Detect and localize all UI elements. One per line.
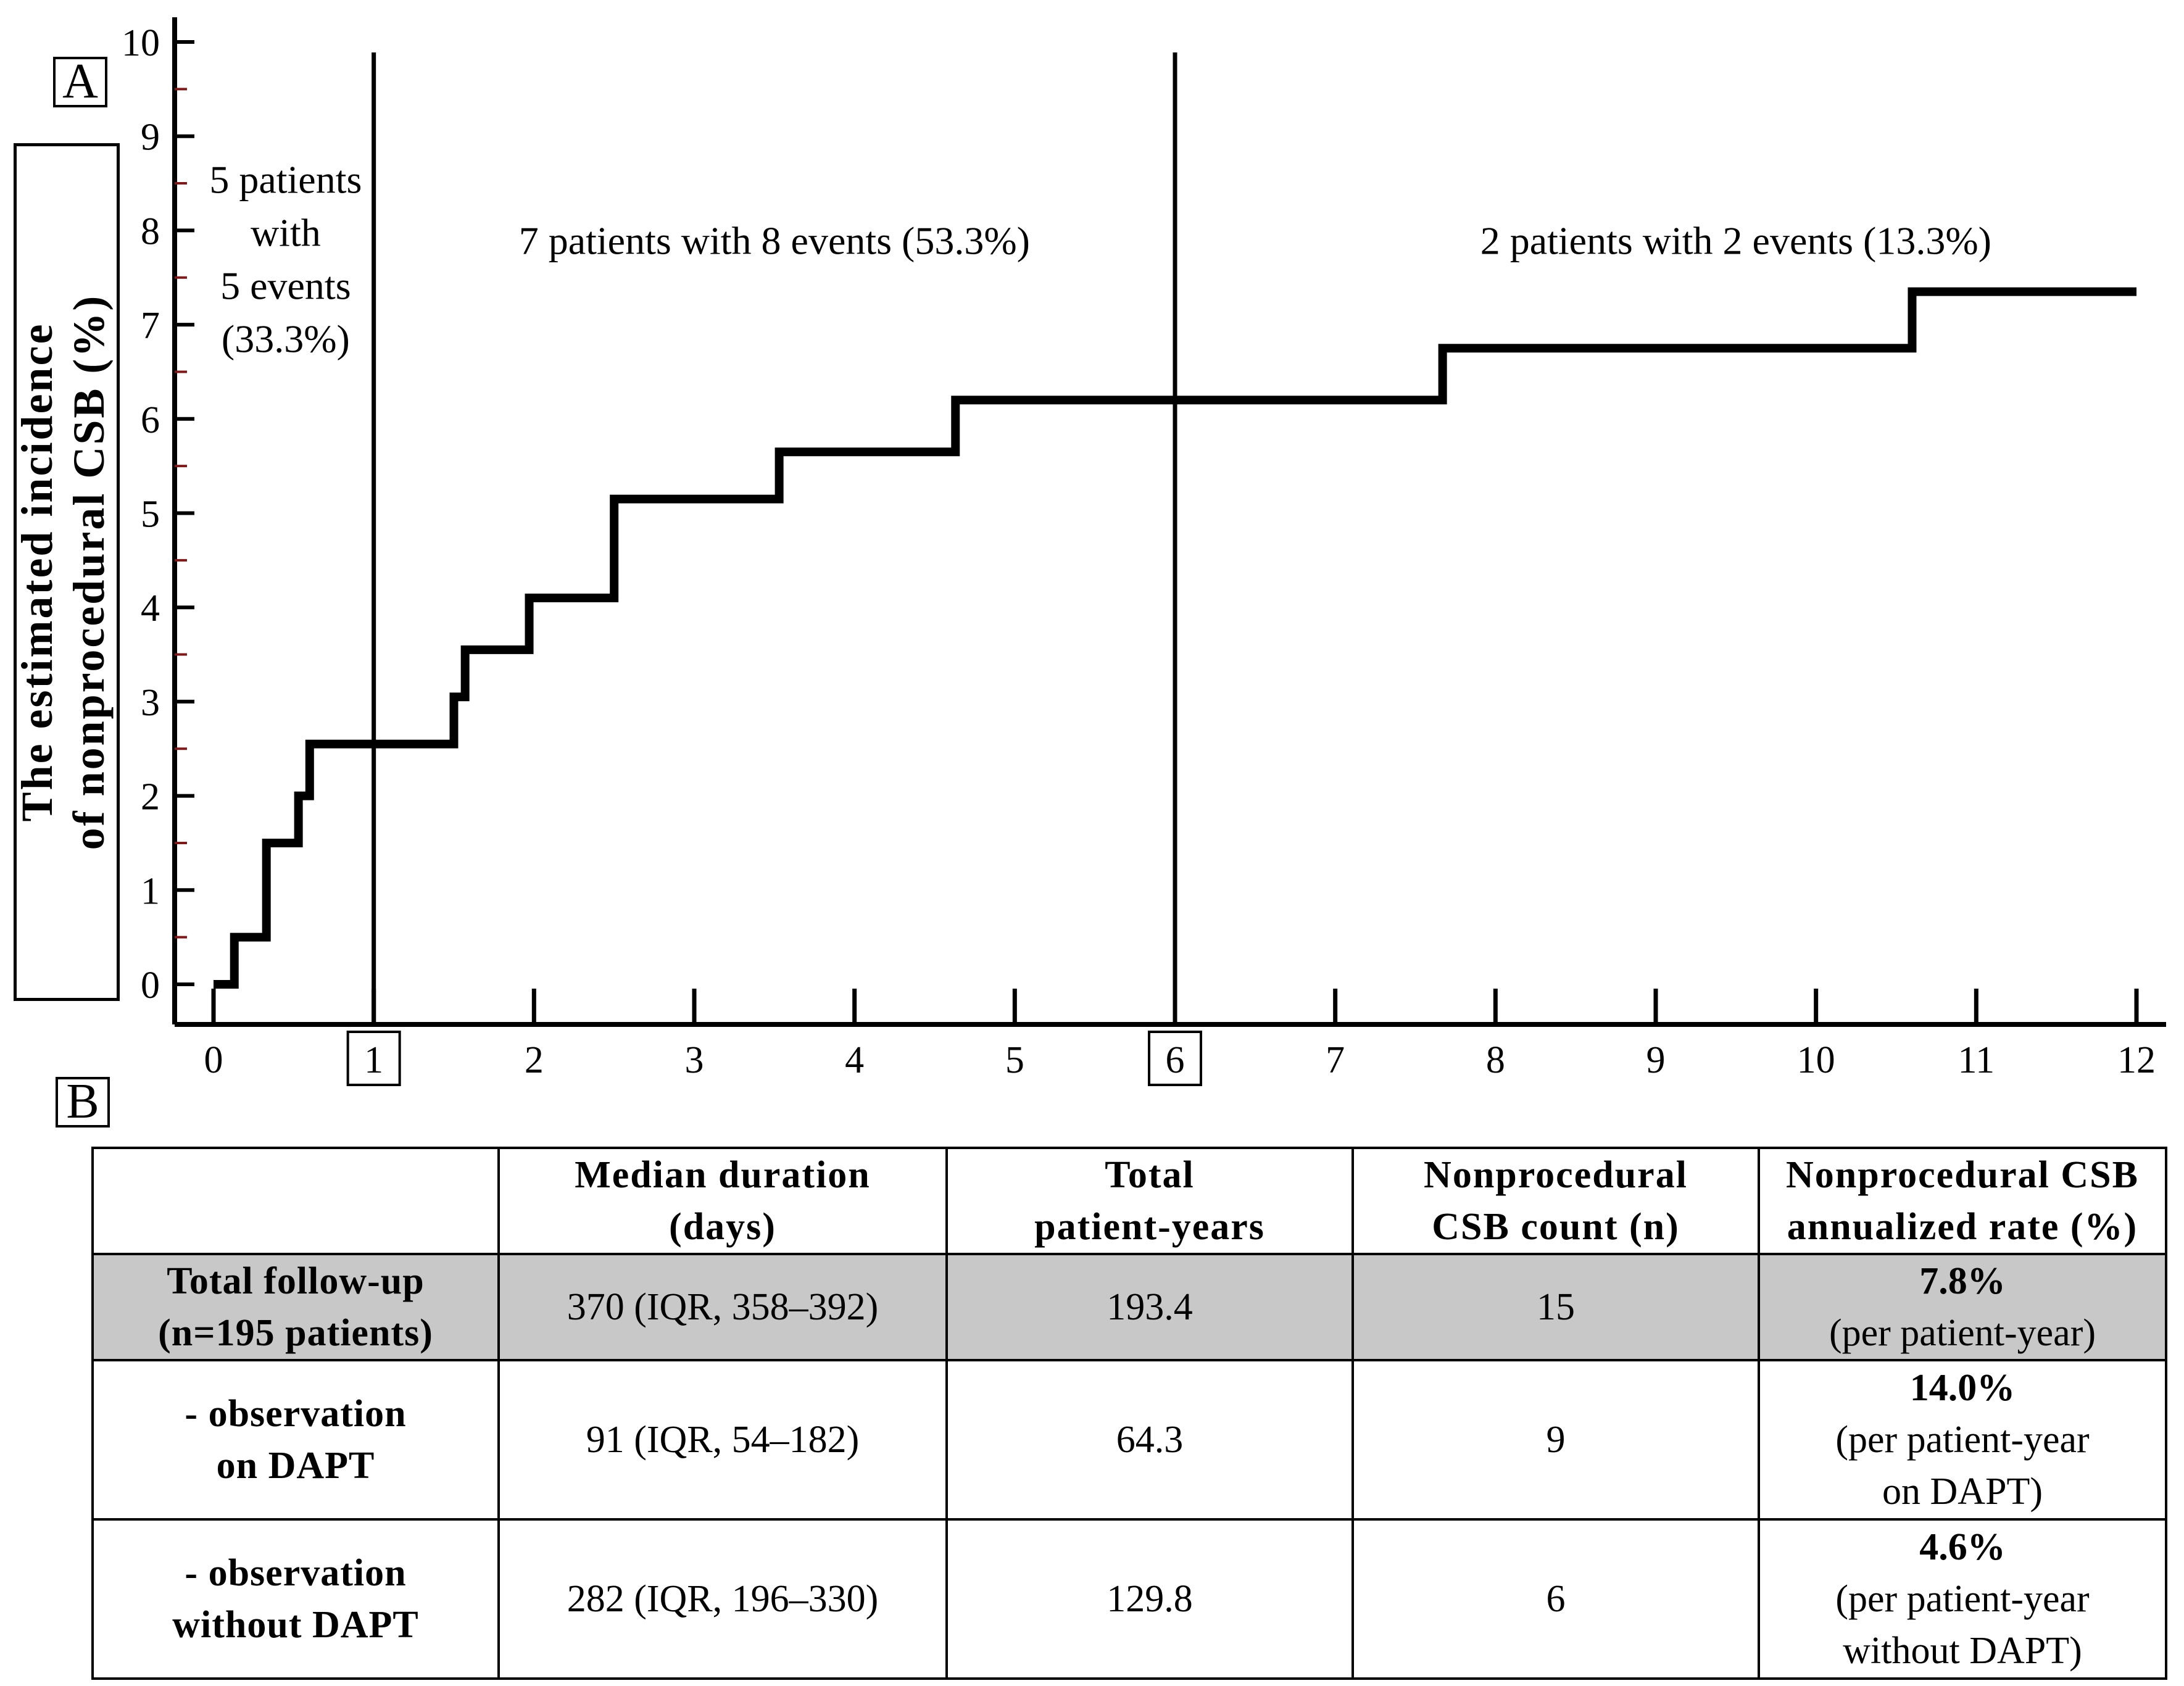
y-tick-label: 7 bbox=[141, 305, 160, 347]
annotation-text: 5 patients bbox=[209, 157, 362, 201]
header-median-duration: Median duration (days) bbox=[497, 1147, 948, 1255]
y-tick-label: 8 bbox=[141, 210, 160, 252]
x-tick-label: 6 bbox=[1166, 1039, 1185, 1081]
row-label: Total follow-up (n=195 patients) bbox=[91, 1253, 500, 1361]
annotation-text: 5 events bbox=[220, 264, 351, 307]
x-tick-label: 8 bbox=[1486, 1039, 1505, 1081]
table-row: - observation on DAPT 91 (IQR, 54–182) 64… bbox=[91, 1359, 2167, 1521]
row-label: - observation on DAPT bbox=[91, 1359, 500, 1521]
row-label: - observation without DAPT bbox=[91, 1518, 500, 1680]
annotation-text: (33.3%) bbox=[222, 317, 350, 360]
y-tick-label: 10 bbox=[122, 22, 160, 64]
x-tick-label: 9 bbox=[1646, 1039, 1666, 1081]
summary-table-wrap: Median duration (days) Total patient-years… bbox=[91, 1147, 2167, 1680]
table-header-row: Median duration (days) Total patient-years… bbox=[91, 1147, 2167, 1255]
header-empty bbox=[91, 1147, 500, 1255]
header-annualized-rate: Nonprocedural CSB annualized rate (%) bbox=[1758, 1147, 2167, 1255]
y-tick-label: 2 bbox=[141, 776, 160, 818]
cell-median: 91 (IQR, 54–182) bbox=[497, 1359, 948, 1521]
x-tick-label: 1 bbox=[364, 1039, 383, 1081]
x-tick-label: 5 bbox=[1005, 1039, 1024, 1081]
x-axis-unit-label: (months) bbox=[1976, 1078, 2163, 1086]
x-tick-label: 11 bbox=[1958, 1039, 1995, 1081]
table-row: - observation without DAPT 282 (IQR, 196–… bbox=[91, 1518, 2167, 1680]
y-axis-label-line-1: The estimated incidence bbox=[12, 322, 62, 822]
x-tick-box bbox=[346, 1031, 401, 1086]
x-tick-label: 7 bbox=[1326, 1039, 1345, 1081]
y-tick-label: 6 bbox=[141, 399, 160, 441]
cell-patient-years: 193.4 bbox=[945, 1253, 1354, 1361]
y-tick-label: 0 bbox=[141, 965, 160, 1007]
y-axis-label-box bbox=[14, 143, 120, 1001]
cell-patient-years: 64.3 bbox=[945, 1359, 1354, 1521]
y-tick-label: 1 bbox=[141, 870, 160, 912]
cell-count: 6 bbox=[1352, 1518, 1760, 1680]
cell-count: 15 bbox=[1352, 1253, 1760, 1361]
table-row: Total follow-up (n=195 patients) 370 (IQR… bbox=[91, 1253, 2167, 1361]
cell-median: 282 (IQR, 196–330) bbox=[497, 1518, 948, 1680]
annotation-text: 7 patients with 8 events (53.3%) bbox=[519, 219, 1030, 263]
panel-a-label: A bbox=[53, 57, 107, 107]
y-tick-label: 3 bbox=[141, 682, 160, 724]
x-tick-label: 12 bbox=[2117, 1039, 2156, 1081]
header-total-patient-years: Total patient-years bbox=[945, 1147, 1354, 1255]
annotation-text: 2 patients with 2 events (13.3%) bbox=[1480, 219, 1991, 263]
cell-count: 9 bbox=[1352, 1359, 1760, 1521]
cell-median: 370 (IQR, 358–392) bbox=[497, 1253, 948, 1361]
x-tick-label: 10 bbox=[1797, 1039, 1835, 1081]
x-tick-label: 0 bbox=[204, 1039, 223, 1081]
cell-rate: 4.6% (per patient-year without DAPT) bbox=[1758, 1518, 2167, 1680]
x-tick-label: 3 bbox=[685, 1039, 704, 1081]
y-tick-label: 5 bbox=[141, 494, 160, 536]
summary-table: Median duration (days) Total patient-years… bbox=[91, 1147, 2167, 1680]
y-tick-label: 9 bbox=[141, 117, 160, 159]
header-csb-count: Nonprocedural CSB count (n) bbox=[1352, 1147, 1760, 1255]
cell-rate: 14.0% (per patient-year on DAPT) bbox=[1758, 1359, 2167, 1521]
step-curve-series bbox=[214, 287, 2136, 989]
x-tick-box bbox=[1148, 1031, 1202, 1086]
panel-b-label: B bbox=[56, 1077, 110, 1127]
x-tick-label: 2 bbox=[525, 1039, 544, 1081]
x-tick-label: 4 bbox=[845, 1039, 864, 1081]
y-tick-label: 4 bbox=[141, 588, 160, 629]
cell-patient-years: 129.8 bbox=[945, 1518, 1354, 1680]
y-axis-label-line-2: of nonprocedural CSB (%) bbox=[64, 294, 114, 850]
annotation-text: with bbox=[251, 210, 321, 254]
y-axis-label: The estimated incidence of nonprocedural… bbox=[11, 140, 122, 1004]
cell-rate: 7.8% (per patient-year) bbox=[1758, 1253, 2167, 1361]
